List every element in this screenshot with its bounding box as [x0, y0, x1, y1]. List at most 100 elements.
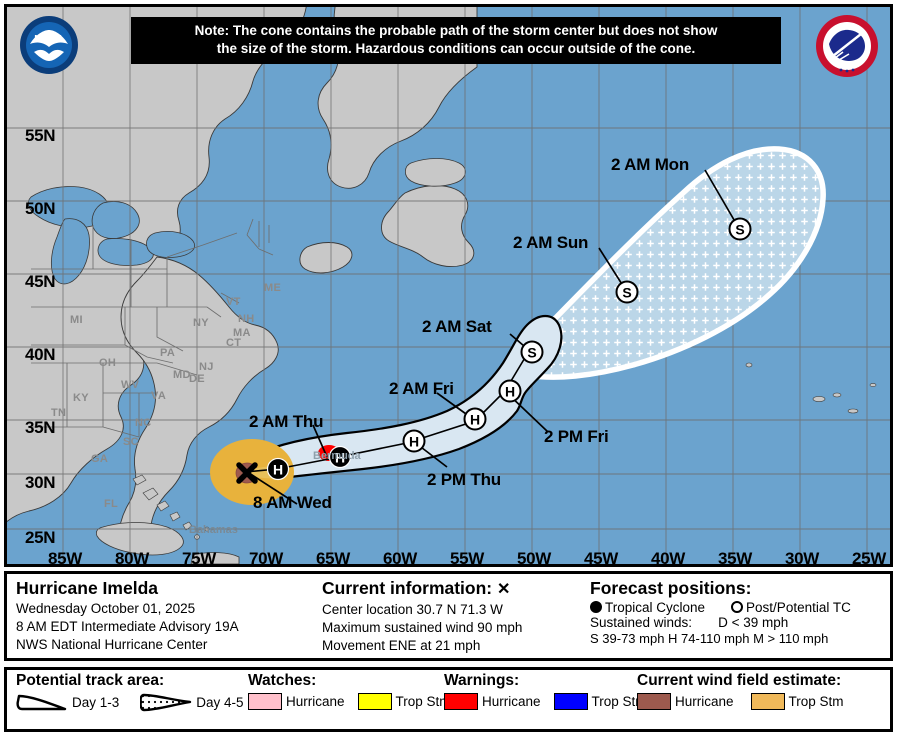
- cone-day13-icon: [16, 694, 67, 711]
- depression-scale: D < 39 mph: [718, 614, 789, 630]
- forecast-label-2am-mon: 2 AM Mon: [611, 155, 690, 174]
- wind-hurricane-label: Hurricane: [675, 694, 734, 710]
- forecast-label-2am-sun: 2 AM Sun: [513, 233, 589, 252]
- cone-disclaimer-note: Note: The cone contains the probable pat…: [131, 17, 781, 64]
- forecast-label-2pm-fri: 2 PM Fri: [544, 427, 609, 446]
- forecast-marker-h: H: [463, 407, 487, 431]
- state-label-nh: NH: [238, 313, 255, 325]
- legend-group-wind-field: Current wind field estimate: Hurricane T…: [637, 672, 844, 711]
- state-label-fl: FL: [104, 498, 119, 510]
- lon-label: 30W: [785, 549, 820, 567]
- lon-label: 40W: [651, 549, 686, 567]
- svg-text:S: S: [622, 285, 631, 301]
- note-line-2: the size of the storm. Hazardous conditi…: [216, 40, 696, 56]
- lon-label: 35W: [718, 549, 753, 567]
- state-label-nj: NJ: [199, 361, 214, 373]
- forecast-label-2pm-thu: 2 PM Thu: [427, 470, 501, 489]
- legend-panel: Potential track area: Day 1-3: [4, 667, 893, 732]
- wind-scale-line: S 39-73 mph H 74-110 mph M > 110 mph: [590, 630, 829, 646]
- legend-item-watch-tropstm: Trop Stm: [357, 693, 451, 711]
- map-panel[interactable]: H H H H: [4, 4, 893, 567]
- forecast-positions-heading: Forecast positions:: [590, 578, 752, 598]
- storm-info-panel: Hurricane Imelda Wednesday October 01, 2…: [4, 571, 893, 661]
- warning-hurricane-label: Hurricane: [482, 694, 541, 710]
- storm-identity-column: Hurricane Imelda Wednesday October 01, 2…: [7, 574, 313, 658]
- lon-label: 55W: [450, 549, 485, 567]
- forecast-label-2am-fri: 2 AM Fri: [389, 379, 454, 398]
- forecast-marker-s: S: [520, 340, 544, 364]
- wind-tropstm-label: Trop Stm: [788, 694, 844, 710]
- current-position-x-icon: ✕: [497, 581, 511, 598]
- state-label-va: VA: [151, 390, 167, 402]
- state-label-nc: NC: [135, 417, 152, 429]
- state-label-me: ME: [264, 282, 282, 294]
- legend-group-warnings: Warnings: Hurricane Trop Stm: [444, 672, 647, 711]
- maximum-sustained-wind: Maximum sustained wind 90 mph: [322, 619, 523, 635]
- legend-group-watches: Watches: Hurricane Trop Stm: [248, 672, 451, 711]
- legend-watches-items: Hurricane Trop Stm: [248, 693, 451, 711]
- legend-group-track-area: Potential track area: Day 1-3: [16, 672, 244, 712]
- state-label-tn: TN: [51, 407, 67, 419]
- svg-text:H: H: [335, 450, 345, 466]
- issuing-agency: NWS National Hurricane Center: [16, 636, 208, 652]
- forecast-marker-s: S: [615, 280, 639, 304]
- forecast-label-2am-sat: 2 AM Sat: [422, 317, 492, 336]
- warning-hurricane-swatch: [444, 693, 478, 711]
- place-label-bermuda: Bermuda: [313, 450, 361, 462]
- svg-text:S: S: [527, 345, 536, 361]
- watch-tropstm-label: Trop Stm: [395, 694, 451, 710]
- lat-label: 55N: [25, 126, 56, 145]
- wind-tropstm-swatch: [750, 693, 785, 711]
- tropical-cyclone-icon: [590, 601, 602, 614]
- forecast-label-2am-thu: 2 AM Thu: [249, 412, 324, 431]
- place-label-bahamas: Bahamas: [189, 524, 238, 536]
- forecast-symbol-legend-row: Tropical Cyclone Post/Potential TC: [590, 600, 890, 615]
- advisory-number: 8 AM EDT Intermediate Advisory 19A: [16, 618, 239, 634]
- state-label-ma: MA: [233, 327, 251, 339]
- cone-day45: [510, 146, 826, 380]
- svg-text:NOAA: NOAA: [34, 34, 63, 45]
- svg-text:S: S: [735, 222, 744, 238]
- forecast-positions-column: Forecast positions: Tropical Cyclone Pos…: [581, 574, 890, 658]
- map-canvas[interactable]: H H H H: [7, 7, 890, 564]
- warning-tropstm-swatch: [553, 693, 588, 711]
- legend-day45-label: Day 4-5: [196, 695, 244, 711]
- note-line-1: Note: The cone contains the probable pat…: [194, 23, 718, 38]
- lon-label: 75W: [182, 549, 217, 567]
- lon-label: 45W: [584, 549, 619, 567]
- watch-hurricane-swatch: [248, 693, 282, 711]
- wind-hurricane-swatch: [637, 693, 671, 711]
- state-label-wv: WV: [121, 379, 140, 391]
- current-position-marker: [236, 462, 258, 484]
- forecast-label-8am-wed: 8 AM Wed: [253, 493, 332, 512]
- state-label-ky: KY: [73, 392, 89, 404]
- lon-label: 85W: [48, 549, 83, 567]
- legend-item-wind-hurricane: Hurricane: [637, 693, 734, 711]
- lon-label: 70W: [249, 549, 284, 567]
- watch-tropstm-swatch: [357, 693, 392, 711]
- map-graphics: H H H H: [7, 7, 890, 564]
- state-label-ct: CT: [226, 337, 242, 349]
- state-label-oh: OH: [99, 357, 117, 369]
- post-potential-tc-label: Post/Potential TC: [746, 599, 851, 615]
- legend-warnings-title: Warnings:: [444, 672, 520, 689]
- legend-warnings-items: Hurricane Trop Stm: [444, 693, 647, 711]
- forecast-marker-h: H: [328, 445, 352, 469]
- watch-hurricane-label: Hurricane: [286, 694, 345, 710]
- advisory-date: Wednesday October 01, 2025: [16, 600, 196, 616]
- legend-wind-title: Current wind field estimate:: [637, 672, 842, 689]
- svg-text:H: H: [470, 412, 480, 428]
- forecast-marker-h: H: [266, 457, 290, 481]
- lat-label: 45N: [25, 272, 56, 291]
- state-label-ga: GA: [91, 453, 109, 465]
- lat-label: 50N: [25, 199, 56, 218]
- current-information-column: Current information: ✕ Center location 3…: [313, 574, 581, 658]
- current-information-heading: Current information: ✕: [322, 578, 581, 600]
- legend-item-watch-hurricane: Hurricane: [248, 693, 345, 711]
- warning-tropstm-label: Trop Stm: [591, 694, 647, 710]
- svg-text:H: H: [273, 462, 283, 478]
- state-label-mi: MI: [70, 314, 83, 326]
- storm-movement: Movement ENE at 21 mph: [322, 637, 481, 653]
- lon-label: 65W: [316, 549, 351, 567]
